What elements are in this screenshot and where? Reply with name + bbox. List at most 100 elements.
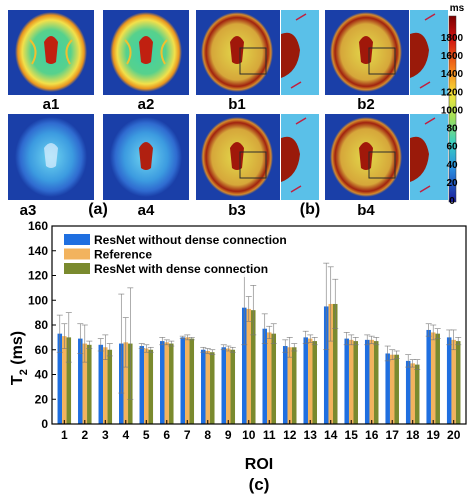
y-tick-label: 120: [28, 269, 48, 283]
label-a1: a1: [42, 96, 60, 113]
label-group-c: (c): [249, 475, 270, 494]
colorbar-tick-label: 1400: [441, 69, 464, 80]
bar: [282, 346, 288, 424]
x-tick-label: 4: [122, 428, 129, 442]
bar: [230, 349, 236, 424]
bar: [394, 354, 399, 424]
map-b3: [196, 114, 280, 200]
bar: [426, 329, 431, 424]
x-tick-label: 15: [345, 428, 359, 442]
y-tick-label: 0: [41, 417, 48, 431]
bar: [307, 338, 313, 424]
bar: [369, 339, 374, 424]
bar: [139, 346, 145, 424]
bar: [332, 303, 338, 424]
label-b1: b1: [228, 96, 246, 113]
zoom-b1: [281, 10, 319, 95]
colorbar-tick-label: 40: [446, 160, 458, 171]
x-tick-label: 17: [386, 428, 400, 442]
bar: [266, 332, 272, 424]
bar: [246, 308, 252, 424]
bar: [353, 341, 358, 424]
bar: [262, 328, 267, 424]
bar: [66, 337, 72, 424]
y-tick-label: 100: [28, 293, 48, 307]
map-b2: [325, 10, 409, 95]
bar: [82, 343, 88, 424]
bar: [241, 307, 247, 424]
y-tick-label: 20: [35, 392, 49, 406]
bar: [328, 303, 333, 424]
bar: [226, 348, 231, 424]
bar: [148, 349, 154, 424]
bar: [455, 341, 461, 424]
legend-entry: ResNet with dense connection: [94, 262, 268, 276]
bar: [57, 333, 63, 424]
colorbar-tick-label: 1600: [441, 51, 464, 62]
bar: [291, 347, 297, 424]
bar: [185, 337, 190, 424]
bar: [271, 333, 277, 424]
zoom-b2: [410, 10, 448, 95]
zoom-b3: [281, 114, 319, 200]
y-tick-label: 80: [35, 318, 49, 332]
colorbar-tick-label: 1800: [441, 33, 464, 44]
bar: [414, 364, 420, 424]
colorbar-tick-label: 20: [446, 178, 458, 189]
bar: [200, 349, 206, 424]
x-tick-label: 20: [447, 428, 461, 442]
colorbar-tick-label: 0: [449, 196, 455, 207]
bar: [189, 338, 195, 424]
bar: [373, 341, 379, 424]
bar: [405, 360, 411, 424]
legend-swatch: [64, 248, 90, 260]
x-tick-label: 11: [263, 428, 276, 442]
bar: [78, 338, 83, 424]
colorbar-tick-label: 1000: [441, 105, 464, 116]
bar: [98, 344, 104, 424]
x-tick-label: 5: [143, 428, 150, 442]
zoom-b4: [410, 114, 448, 200]
x-tick-label: 7: [184, 428, 191, 442]
x-tick-label: 10: [242, 428, 256, 442]
label-group-b: (b): [299, 201, 321, 218]
label-a3: a3: [19, 202, 37, 219]
label-b3: b3: [228, 202, 246, 219]
bar: [446, 337, 452, 424]
x-tick-label: 13: [304, 428, 318, 442]
colorbar-tick-label: 80: [446, 124, 458, 135]
bar: [169, 343, 174, 424]
colorbar: [448, 15, 457, 203]
bar: [385, 353, 390, 424]
map-a3: [8, 114, 94, 200]
map-a1: [8, 10, 94, 95]
label-b4: b4: [357, 202, 375, 219]
x-tick-label: 8: [204, 428, 211, 442]
map-b1: [196, 10, 280, 95]
bar: [123, 342, 129, 424]
bar: [144, 348, 149, 424]
bar: [160, 341, 165, 424]
colorbar-unit: ms: [450, 3, 465, 14]
bar: [103, 347, 108, 424]
bar: [87, 344, 92, 424]
bar: [451, 339, 456, 424]
x-tick-label: 18: [406, 428, 420, 442]
bar: [62, 336, 67, 424]
y-tick-label: 140: [28, 244, 48, 258]
x-tick-label: 1: [61, 428, 68, 442]
y-tick-label: 160: [28, 220, 48, 233]
bar: [205, 350, 211, 424]
bar: [312, 341, 318, 424]
label-b2: b2: [357, 96, 375, 113]
bar: [348, 339, 354, 424]
x-tick-label: 12: [283, 428, 297, 442]
bar: [303, 337, 308, 424]
x-tick-label: 6: [163, 428, 170, 442]
y-tick-label: 40: [35, 368, 49, 382]
bar: [251, 310, 256, 424]
bar: [287, 347, 292, 424]
bar: [389, 354, 395, 424]
x-tick-label: 19: [427, 428, 441, 442]
